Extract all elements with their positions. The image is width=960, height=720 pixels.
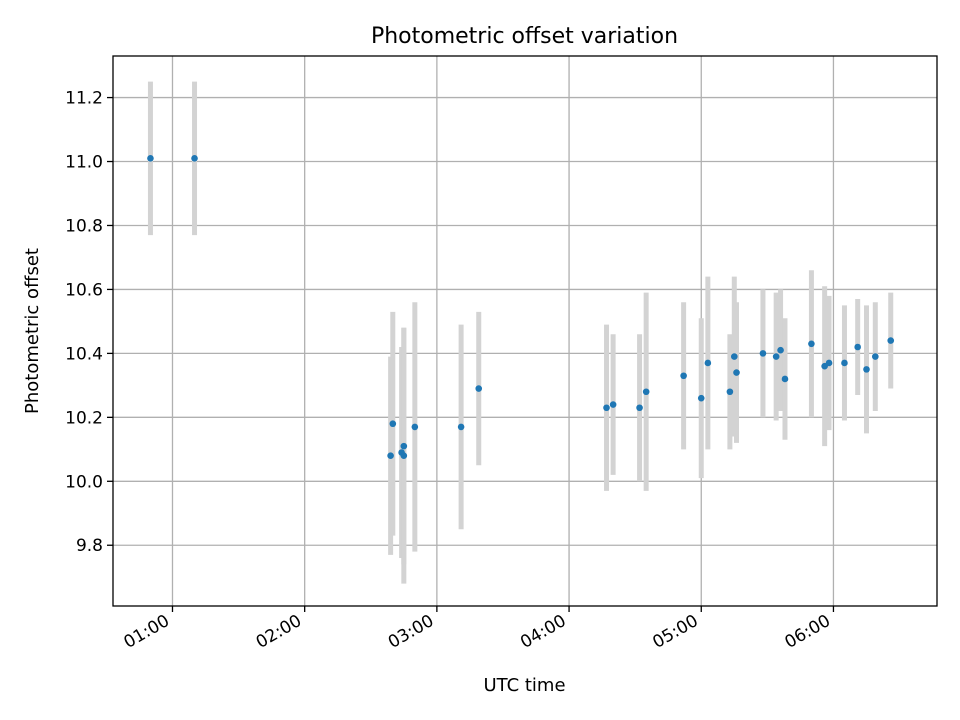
x-tick-label: 04:00 [517, 611, 569, 653]
x-tick-label: 03:00 [385, 611, 437, 653]
data-point [863, 366, 870, 373]
x-tick-label: 01:00 [121, 611, 173, 653]
y-tick-label: 10.8 [65, 216, 103, 236]
y-tick-label: 10.6 [65, 280, 103, 300]
y-axis-ticks: 9.8 10.0 10.2 10.4 10.6 10.8 11.0 11.2 [65, 89, 113, 556]
data-point [759, 350, 767, 357]
data-point [457, 423, 465, 431]
plot-frame [112, 55, 938, 607]
data-point [389, 420, 397, 428]
data-point [411, 423, 419, 431]
y-tick-label: 11.0 [65, 153, 103, 173]
y-axis-title: Photometric offset [22, 248, 43, 414]
x-axis-title: UTC time [483, 675, 565, 696]
data-point [772, 353, 780, 360]
y-tick-label: 9.8 [76, 536, 103, 556]
data-point [808, 340, 815, 348]
data-point [731, 353, 738, 360]
data-point [147, 155, 154, 162]
data-point [191, 155, 198, 162]
x-tick-label: 05:00 [649, 611, 701, 653]
data-point [872, 353, 879, 360]
data-point [781, 375, 789, 383]
data-point [726, 388, 734, 396]
y-tick-label: 10.4 [65, 344, 103, 364]
chart-title: Photometric offset variation [371, 24, 678, 49]
data-point [697, 394, 705, 402]
data-points [147, 155, 895, 460]
error-bars [147, 81, 894, 584]
x-tick-label: 06:00 [782, 611, 834, 653]
y-tick-label: 10.2 [65, 408, 103, 428]
data-point [680, 372, 687, 380]
data-point [887, 337, 895, 344]
data-point [609, 401, 617, 408]
data-point [704, 359, 712, 367]
data-point [733, 369, 740, 376]
data-point [603, 404, 610, 412]
data-point [475, 385, 483, 392]
data-point [400, 452, 408, 460]
data-point [636, 404, 643, 412]
y-tick-label: 10.0 [65, 472, 103, 492]
data-point [854, 343, 861, 351]
data-point [841, 359, 848, 367]
y-tick-label: 11.2 [65, 89, 103, 109]
x-axis-ticks: 01:00 02:00 03:00 04:00 05:00 06:00 [121, 606, 835, 653]
data-point [777, 346, 784, 354]
data-point [400, 442, 408, 450]
data-point [642, 388, 650, 396]
data-point [825, 359, 833, 367]
x-tick-label: 02:00 [253, 611, 305, 653]
data-point [387, 452, 394, 460]
